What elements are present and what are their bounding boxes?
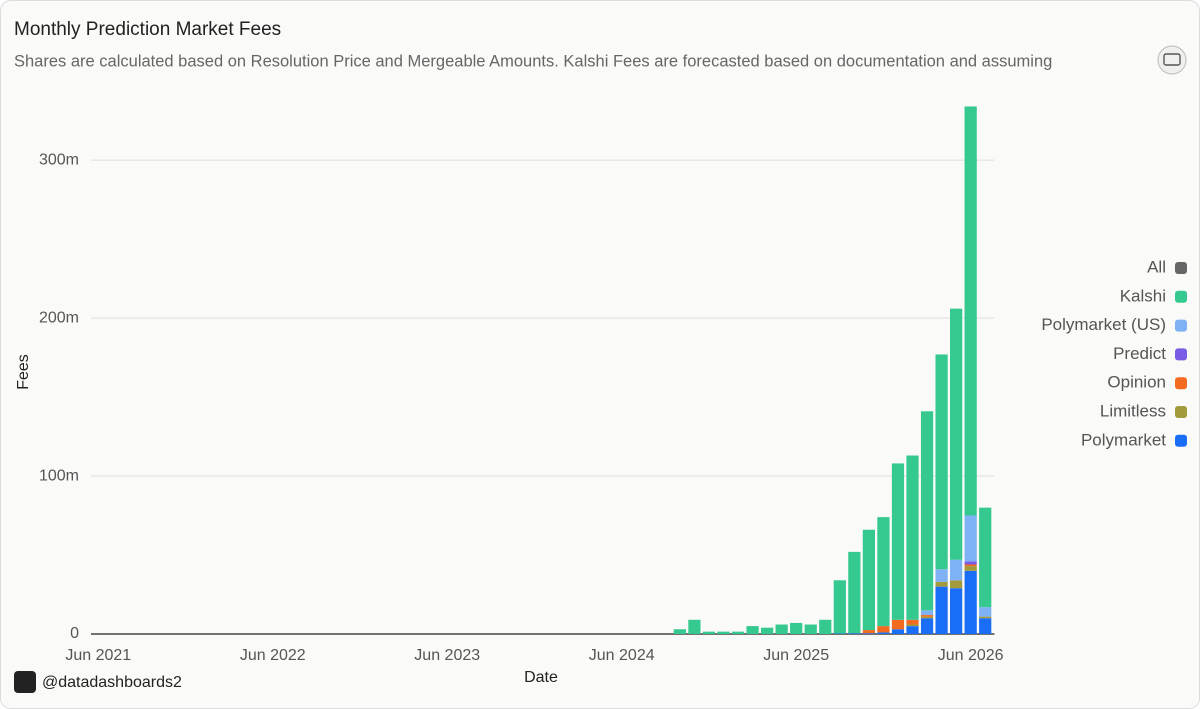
bar-segment xyxy=(935,581,948,587)
bar-segment xyxy=(920,411,934,611)
bar-segment xyxy=(950,580,963,589)
x-tick-label: Jun 2025 xyxy=(763,647,829,664)
bar-segment xyxy=(906,455,919,620)
y-axis-label: Fees xyxy=(15,354,32,390)
bar-segment xyxy=(848,551,861,634)
bar-segment xyxy=(877,632,890,634)
bar-segment xyxy=(964,106,977,516)
bar-segment xyxy=(906,626,919,634)
bar-segment xyxy=(920,610,934,616)
y-tick-label: 0 xyxy=(70,625,79,642)
legend-label: Polymarket xyxy=(1081,430,1166,449)
bar-segment xyxy=(950,308,963,560)
legend-swatch xyxy=(1175,348,1187,361)
legend-swatch xyxy=(1175,434,1187,447)
bar-segment xyxy=(891,619,905,630)
bar-segment xyxy=(979,618,992,634)
bar-segment xyxy=(775,624,788,634)
legend-label: Opinion xyxy=(1107,373,1166,392)
bar-segment xyxy=(862,529,875,631)
bar-segment xyxy=(935,586,948,634)
x-tick-label: Jun 2026 xyxy=(938,647,1004,664)
bar-segment xyxy=(950,559,963,581)
x-tick-label: Jun 2024 xyxy=(589,647,655,664)
legend-label: Limitless xyxy=(1100,401,1166,420)
legend-swatch xyxy=(1175,262,1187,274)
bar-segment xyxy=(979,607,992,617)
legend-swatch xyxy=(1175,319,1187,332)
bar-segment xyxy=(935,354,948,570)
y-tick-label: 300m xyxy=(39,151,79,168)
legend-label: Predict xyxy=(1113,344,1166,363)
bar-segment xyxy=(673,629,686,634)
x-axis-label: Date xyxy=(524,669,558,686)
bar-segment xyxy=(920,618,934,634)
avatar xyxy=(14,671,36,693)
bar-segment xyxy=(964,570,977,634)
bar-segment xyxy=(979,616,992,619)
legend-label: All xyxy=(1147,257,1166,276)
bar-segment xyxy=(702,631,716,634)
x-tick-label: Jun 2021 xyxy=(65,647,131,664)
bar-segment xyxy=(761,627,774,634)
comment-button-bg[interactable] xyxy=(1157,45,1187,75)
legend-swatch xyxy=(1175,290,1187,303)
bar-segment xyxy=(979,507,992,608)
bar-segment xyxy=(964,566,977,571)
bar-segment xyxy=(920,615,934,617)
legend-swatch xyxy=(1175,406,1187,418)
bar-segment xyxy=(935,569,948,582)
bar-segment xyxy=(746,626,759,634)
bar-segment xyxy=(920,616,934,619)
bar-segment xyxy=(688,619,701,634)
comment-icon[interactable] xyxy=(1163,53,1181,66)
bar-segment xyxy=(964,515,977,562)
bar-segment xyxy=(891,463,905,620)
comment-button[interactable] xyxy=(1157,45,1187,75)
legend-label: Kalshi xyxy=(1120,286,1166,305)
bar-segment xyxy=(717,631,730,634)
bar-segment xyxy=(950,588,963,634)
bar-segment xyxy=(964,564,977,567)
y-tick-label: 200m xyxy=(39,309,79,326)
y-tick-label: 100m xyxy=(39,467,79,484)
legend-label: Polymarket (US) xyxy=(1041,315,1166,334)
bar-segment xyxy=(819,619,832,634)
bar-segment xyxy=(891,629,905,634)
bar-segment xyxy=(877,517,890,627)
watermark: @datadashboards2 xyxy=(42,674,182,691)
x-tick-label: Jun 2022 xyxy=(240,647,306,664)
bar-segment xyxy=(964,561,977,565)
bar-segment xyxy=(877,626,890,633)
chart-title: Monthly Prediction Market Fees xyxy=(14,19,281,40)
bar-segment xyxy=(731,631,745,634)
x-tick-label: Jun 2023 xyxy=(414,647,480,664)
bar-segment xyxy=(862,633,875,634)
bar-segment xyxy=(862,630,875,634)
legend-swatch xyxy=(1175,377,1187,390)
chart-subtitle: Shares are calculated based on Resolutio… xyxy=(14,52,1052,70)
bar-segment xyxy=(804,624,817,634)
bar-segment xyxy=(848,633,861,634)
bar-segment xyxy=(906,624,919,627)
bar-segment xyxy=(906,619,919,625)
bar-segment xyxy=(790,622,803,634)
bar-segment xyxy=(833,580,846,634)
